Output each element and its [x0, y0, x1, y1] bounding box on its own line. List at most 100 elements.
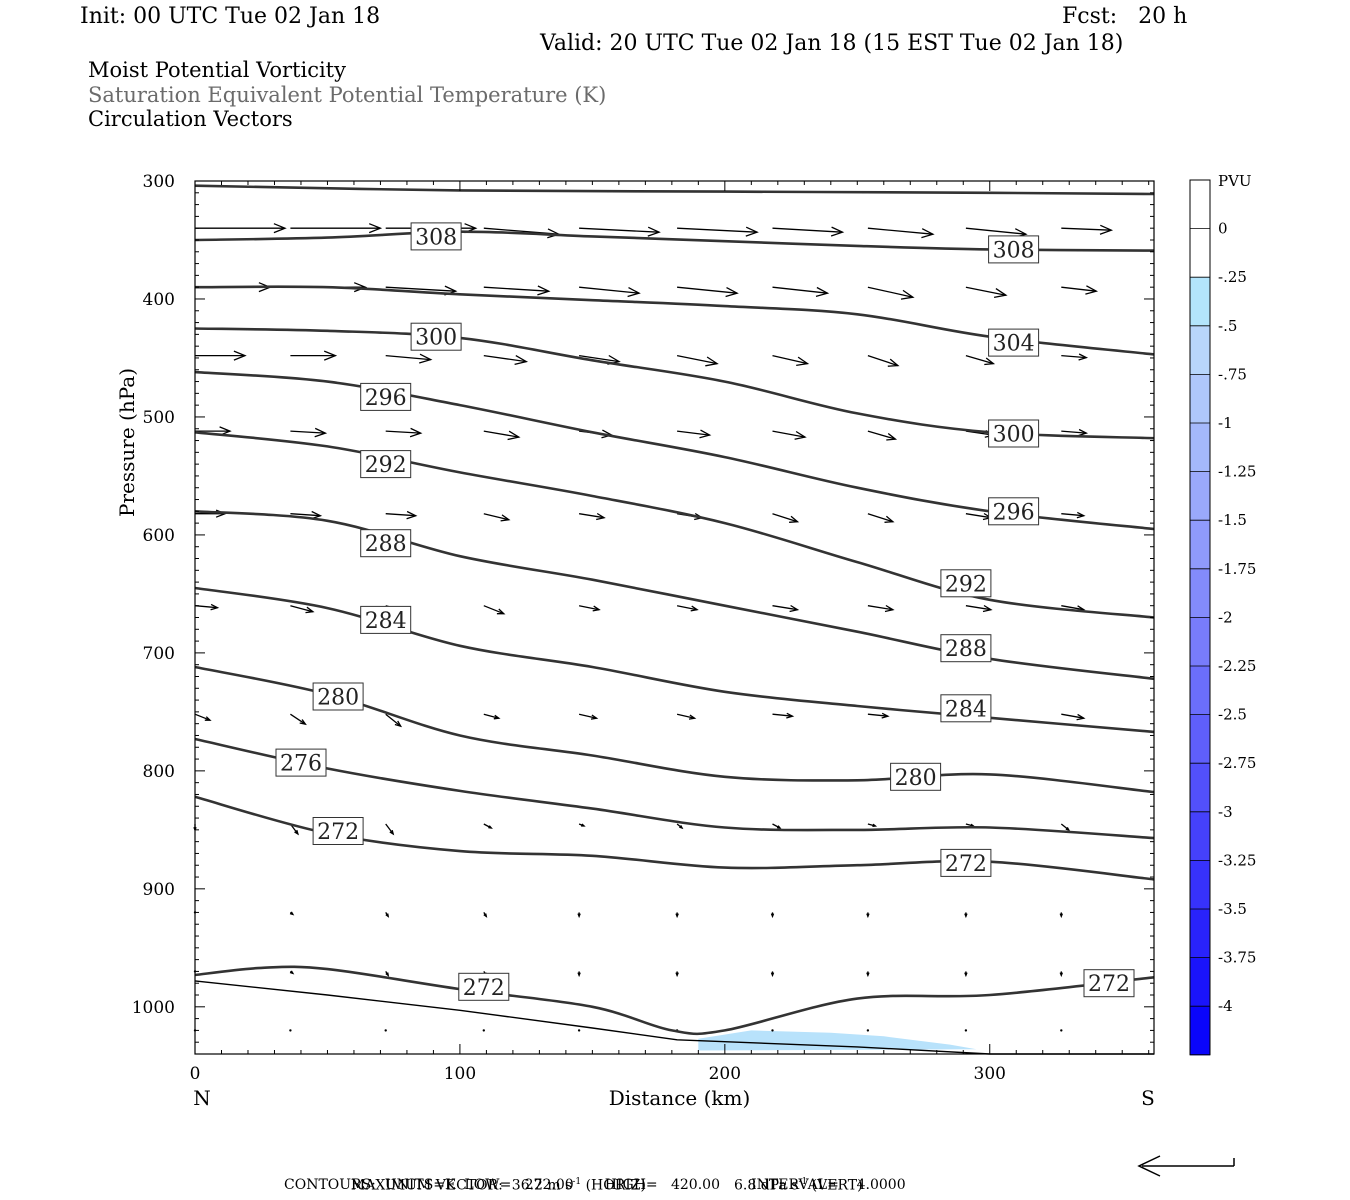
vector-shaft	[867, 430, 896, 440]
vector-arrow	[577, 971, 581, 978]
vector-head	[368, 223, 383, 234]
vector-shaft	[1061, 713, 1084, 719]
vector-shaft	[1061, 286, 1097, 292]
vector-arrow	[675, 912, 679, 919]
vector-head	[745, 226, 759, 237]
vector-head	[507, 430, 521, 441]
vector-shaft	[290, 513, 321, 517]
vector-shaft	[965, 286, 1007, 296]
contour-label-text: 296	[993, 500, 1035, 525]
colorbar-label: -1.75	[1218, 560, 1256, 578]
colorbar-swatch	[1190, 228, 1210, 278]
vector-shaft	[385, 513, 416, 517]
theta-es-contour-308	[194, 184, 1155, 196]
colorbar-label: -4	[1218, 997, 1233, 1015]
y-axis-label: Pressure (hPa)	[115, 368, 139, 517]
forecast-hour: Fcst: 20 h	[1062, 4, 1188, 29]
vector-shaft	[483, 713, 499, 719]
contour-label-text: 272	[945, 852, 987, 877]
vector-arrow	[867, 286, 915, 300]
north-end-label: N	[193, 1086, 211, 1110]
vector-arrow	[965, 604, 993, 613]
contour-label: 288	[360, 529, 412, 558]
contour-label-text: 280	[317, 686, 359, 711]
vector-dot	[771, 1029, 774, 1032]
max-vector-horiz-unit: -1	[572, 1177, 582, 1187]
vector-arrow	[578, 713, 599, 720]
vector-arrow	[676, 605, 699, 612]
vector-arrow	[677, 226, 759, 237]
vector-arrow	[1061, 713, 1086, 721]
contour-label-text: 272	[317, 820, 359, 845]
vector-shaft	[1061, 430, 1087, 434]
vector-dot	[577, 1029, 581, 1032]
contour-label-box	[360, 382, 412, 411]
vector-arrow	[676, 823, 684, 830]
contour-label: 292	[940, 569, 992, 598]
vector-head	[884, 604, 895, 613]
contour-label: 284	[360, 605, 412, 634]
vector-arrow	[770, 912, 775, 919]
vector-head	[204, 716, 212, 721]
vector-head	[964, 972, 968, 978]
plot-frame	[194, 180, 1155, 1055]
max-vector-horiz-value: 36.2 m s	[511, 1177, 573, 1194]
vector-shaft	[965, 513, 992, 519]
contours-info-line: CONTOURS: UNITS=K LOW= 272.00 HIGH= 420.…	[284, 1177, 906, 1193]
vector-shaft	[385, 823, 394, 835]
vector-arrow	[676, 354, 719, 367]
vector-dot	[289, 1029, 292, 1032]
vector-shaft	[676, 713, 695, 719]
theta-es-contour-304	[194, 285, 1155, 356]
vector-arrow	[483, 513, 511, 522]
colorbar-swatch	[1190, 1006, 1210, 1056]
vector-head	[385, 913, 390, 918]
vector-head	[1059, 913, 1064, 919]
contour-label-text: 300	[993, 423, 1035, 448]
contour-label-text: 304	[993, 332, 1035, 357]
vector-head	[786, 712, 795, 719]
colorbar-label: -1.5	[1218, 511, 1247, 529]
vector-shaft	[867, 227, 933, 235]
vector-dot	[866, 1029, 870, 1032]
vector-dot	[482, 1029, 485, 1032]
contour-label-box	[940, 569, 992, 598]
vector-head	[789, 604, 800, 613]
contour-label: 300	[410, 322, 462, 351]
contour-label-box	[988, 419, 1040, 448]
vector-head	[305, 606, 315, 614]
vector-arrow	[772, 226, 845, 237]
vector-shaft	[483, 513, 509, 521]
colorbar: PVU 0 -.25 -.5 -.75 -1 -1.25 -1.5 -1.75 -2 -2.25 -2…	[1189, 172, 1256, 1056]
vector-arrow	[577, 912, 581, 919]
vector-arrow	[867, 227, 935, 239]
vector-head	[514, 355, 529, 366]
contour-label: 296	[360, 382, 412, 411]
vector-arrow	[385, 510, 418, 520]
vector-arrow	[965, 512, 993, 521]
vector-arrow	[772, 513, 800, 523]
contour-label-box	[1083, 969, 1135, 998]
colorbar-swatch	[1190, 763, 1210, 813]
vector-head	[794, 430, 807, 440]
colorbar-swatch	[1190, 520, 1210, 570]
vector-head	[675, 972, 679, 978]
colorbar-label: -3.5	[1218, 900, 1247, 918]
ground-surface-layer	[194, 980, 1154, 1055]
vector-arrow	[1059, 971, 1064, 978]
contour-label: 292	[360, 450, 412, 479]
vector-head	[881, 712, 890, 719]
colorbar-swatch	[1190, 909, 1210, 959]
colorbar-title: PVU	[1218, 172, 1252, 190]
contour-label-text: 284	[945, 697, 987, 722]
x-axis-label: Distance (km)	[609, 1086, 751, 1110]
vector-head	[1065, 826, 1071, 832]
contour-label: 276	[275, 748, 327, 777]
colorbar-label: -3.75	[1218, 949, 1256, 967]
vector-head	[690, 605, 699, 612]
vector-arrow	[483, 605, 506, 615]
vector-head	[886, 432, 898, 441]
contour-label: 272	[1083, 969, 1135, 998]
title-mpv: Moist Potential Vorticity	[88, 58, 346, 82]
